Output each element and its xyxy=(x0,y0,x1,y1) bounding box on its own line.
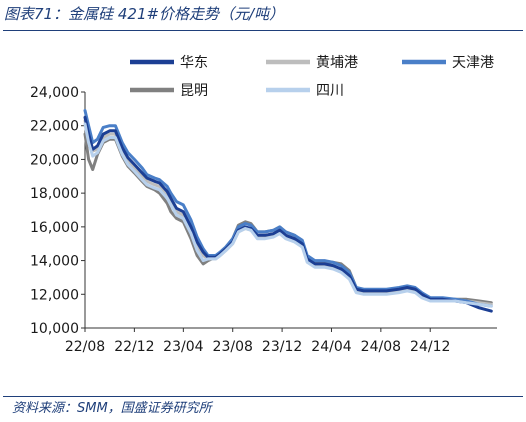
y-tick-label: 18,000 xyxy=(30,186,79,202)
source-note: 资料来源：SMM，国盛证券研究所 xyxy=(12,401,212,416)
x-tick-label: 24/12 xyxy=(410,339,450,355)
y-tick-label: 20,000 xyxy=(30,152,79,168)
legend-label: 四川 xyxy=(316,83,344,99)
series-line xyxy=(83,132,493,305)
x-tick-label: 22/12 xyxy=(114,339,154,355)
y-tick-label: 24,000 xyxy=(30,85,79,101)
x-tick-label: 24/08 xyxy=(361,339,401,355)
footer-divider xyxy=(3,396,523,397)
legend-label: 华东 xyxy=(180,55,208,71)
series-line xyxy=(83,115,493,313)
x-axis: 22/08 22/12 23/04 23/08 23/12 24/04 24/08 24/12 xyxy=(65,327,497,355)
series-line xyxy=(83,119,493,306)
y-tick-label: 12,000 xyxy=(30,287,79,303)
x-tick-label: 24/04 xyxy=(311,339,351,355)
x-tick-label: 23/04 xyxy=(163,339,203,355)
y-tick-label: 16,000 xyxy=(30,220,79,236)
x-tick-label: 22/08 xyxy=(65,339,105,355)
series-lines xyxy=(83,109,493,313)
y-tick-label: 10,000 xyxy=(30,321,79,337)
title-divider xyxy=(3,30,523,31)
y-tick-label: 22,000 xyxy=(30,119,79,135)
y-axis: 10,000 12,000 14,000 16,000 18,000 20,000 22,0… xyxy=(30,85,86,337)
x-tick-label: 23/12 xyxy=(262,339,302,355)
series-line xyxy=(83,122,493,308)
chart-title: 图表71：金属硅 421#价格走势（元/吨） xyxy=(4,5,285,23)
x-tick-label: 23/08 xyxy=(213,339,253,355)
legend-label: 天津港 xyxy=(452,55,494,71)
series-line xyxy=(83,109,493,308)
y-tick-label: 14,000 xyxy=(30,254,79,270)
legend-label: 昆明 xyxy=(180,83,208,99)
legend-label: 黄埔港 xyxy=(316,54,358,71)
